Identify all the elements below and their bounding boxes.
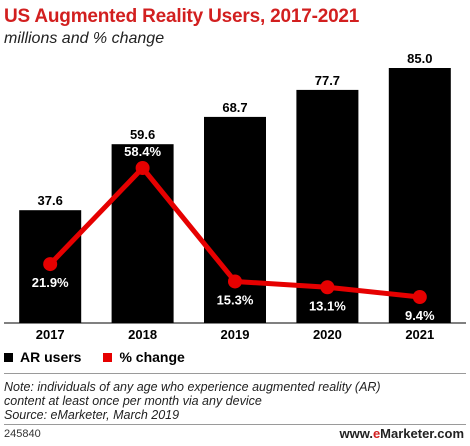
- source-line: Source: eMarketer, March 2019: [4, 408, 180, 422]
- note-line-2: content at least once per month via any …: [4, 394, 262, 408]
- brand-logo[interactable]: www.eMarketer.com: [339, 426, 464, 441]
- legend-swatch-line: [103, 352, 113, 362]
- legend: AR users % change: [4, 349, 207, 365]
- x-tick-label-2021: 2021: [405, 327, 434, 342]
- x-tick-label-2018: 2018: [128, 327, 157, 342]
- bar-value-label-2020: 77.7: [315, 73, 340, 88]
- percent-change-point-2021: [412, 290, 427, 304]
- bars-layer: 37.6 59.6 68.7 77.7 85.0: [19, 51, 451, 324]
- brand-e: e: [372, 426, 381, 441]
- bar-value-label-2021: 85.0: [407, 51, 432, 66]
- chart-plot: 37.6 59.6 68.7 77.7 85.0 21.9% 58.4% 15.3% 13.1…: [4, 51, 466, 342]
- legend-label-percent-change: % change: [119, 349, 185, 365]
- bar-value-label-2017: 37.6: [38, 193, 63, 208]
- percent-change-point-2017: [43, 257, 58, 272]
- x-tick-label-2019: 2019: [221, 327, 250, 342]
- chart-subtitle: millions and % change: [4, 30, 165, 47]
- legend-item-percent-change: % change: [103, 349, 185, 365]
- brand-rest: Marketer: [380, 426, 434, 441]
- line-layer: 21.9% 58.4% 15.3% 13.1% 9.4%: [32, 144, 435, 323]
- bar-value-label-2019: 68.7: [222, 100, 247, 115]
- percent-change-label-2021: 9.4%: [405, 308, 435, 323]
- percent-change-point-2019: [228, 274, 242, 289]
- percent-change-label-2020: 13.1%: [309, 298, 346, 313]
- percent-change-point-2020: [320, 280, 335, 295]
- bar-value-label-2018: 59.6: [130, 127, 155, 142]
- chart-note: Note: individuals of any age who experie…: [4, 380, 464, 422]
- brand-prefix: www.: [339, 426, 373, 441]
- divider-top: [4, 373, 466, 374]
- x-tick-label-2020: 2020: [313, 327, 342, 342]
- percent-change-label-2017: 21.9%: [32, 275, 69, 290]
- chart-title: US Augmented Reality Users, 2017-2021: [4, 6, 360, 27]
- x-tick-label-2017: 2017: [36, 327, 65, 342]
- percent-change-point-2018: [135, 161, 150, 175]
- chart-id: 245840: [4, 428, 41, 440]
- note-line-1: Note: individuals of any age who experie…: [4, 380, 381, 394]
- legend-swatch-bar: [4, 352, 13, 362]
- brand-suffix: .com: [433, 426, 464, 441]
- bar-2019: [204, 116, 266, 324]
- legend-label-ar-users: AR users: [20, 349, 82, 365]
- divider-bottom: [4, 424, 466, 425]
- bar-2021: [388, 68, 451, 323]
- percent-change-label-2018: 58.4%: [124, 144, 161, 159]
- legend-item-ar-users: AR users: [4, 349, 81, 365]
- x-axis: 2017 2018 2019 2020 2021: [4, 322, 466, 342]
- percent-change-label-2019: 15.3%: [217, 292, 254, 307]
